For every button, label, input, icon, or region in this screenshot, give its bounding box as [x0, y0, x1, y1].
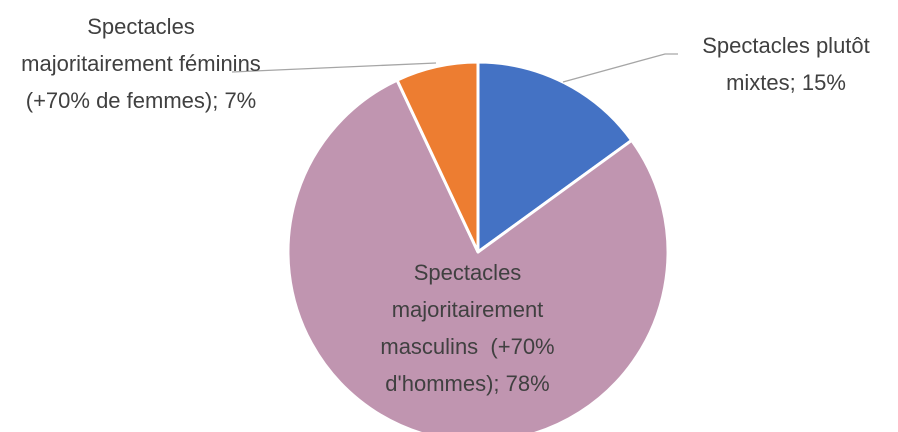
- leader-line: [562, 53, 678, 83]
- data-label: Spectacles majoritairement masculins (+7…: [380, 260, 561, 396]
- data-label: Spectacles majoritairement féminins (+70…: [21, 14, 267, 113]
- data-label: Spectacles plutôt mixtes; 15%: [702, 33, 876, 95]
- pie-slice: [395, 60, 480, 254]
- leader-line: [231, 62, 437, 73]
- pie-slice: [286, 78, 670, 432]
- pie-slice: [476, 60, 634, 254]
